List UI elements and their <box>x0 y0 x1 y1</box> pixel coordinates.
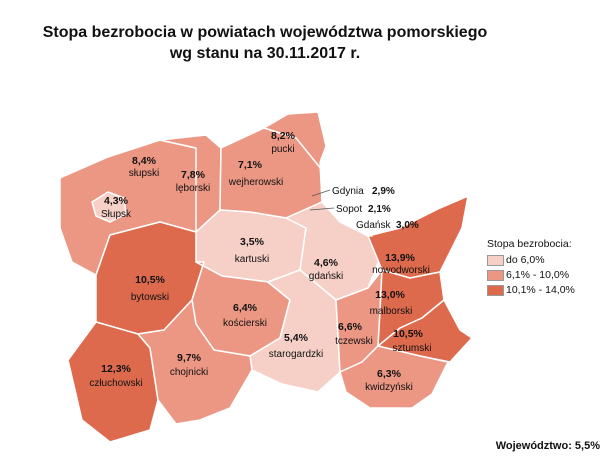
value-bytowski: 10,5% <box>135 274 165 286</box>
name-slupsk: Słupsk <box>101 209 132 220</box>
name-bytowski: bytowski <box>131 292 169 303</box>
legend-title: Stopa bezrobocia: <box>487 238 572 250</box>
name-chojnicki: chojnicki <box>170 367 208 378</box>
city-value-gdynia: 2,9% <box>372 186 395 197</box>
voivodeship-total: Województwo: 5,5% <box>495 440 600 452</box>
value-leborski: 7,8% <box>181 169 206 181</box>
legend-label-mid: 6,1% - 10,0% <box>506 269 570 281</box>
name-gdanski: gdański <box>309 271 343 282</box>
name-wejherowski: wejherowski <box>228 177 283 188</box>
city-value-gdansk: 3,0% <box>396 220 419 231</box>
legend-item-high: 10,1% - 14,0% <box>487 283 575 297</box>
map-title: Stopa bezrobocia w powiatach województwa… <box>0 22 530 64</box>
value-kartuski: 3,5% <box>240 236 265 248</box>
value-koscierski: 6,4% <box>233 302 258 314</box>
name-koscierski: kościerski <box>223 318 267 329</box>
value-czluchowski: 12,3% <box>101 363 131 375</box>
value-gdanski: 4,6% <box>314 257 339 269</box>
legend: Stopa bezrobocia: do 6,0% 6,1% - 10,0% 1… <box>487 237 575 298</box>
city-labels: Gdynia 2,9% Sopot 2,1% Gdańsk 3,0% <box>332 186 419 231</box>
city-value-sopot: 2,1% <box>368 204 391 215</box>
value-nowodworski: 13,9% <box>385 252 415 264</box>
legend-swatch-high <box>487 284 504 296</box>
value-kwidzynski: 6,3% <box>377 368 402 380</box>
name-kwidzynski: kwidzyński <box>365 382 413 393</box>
value-starogardzki: 5,4% <box>284 332 309 344</box>
name-czluchowski: człuchowski <box>89 378 142 389</box>
name-starogardzki: starogardzki <box>269 349 323 360</box>
legend-label-high: 10,1% - 14,0% <box>506 284 575 296</box>
city-name-sopot: Sopot <box>336 204 362 215</box>
region-gdansk[interactable] <box>339 207 373 237</box>
city-pointer-lines <box>309 189 335 211</box>
value-tczewski: 6,6% <box>338 321 363 333</box>
value-pucki: 8,2% <box>271 130 296 142</box>
legend-swatch-mid <box>487 269 504 281</box>
legend-label-low: do 6,0% <box>506 254 545 266</box>
name-malborski: malborski <box>370 306 413 317</box>
legend-item-mid: 6,1% - 10,0% <box>487 268 575 282</box>
region-gdynia[interactable] <box>319 144 339 203</box>
name-kartuski: kartuski <box>235 254 269 265</box>
value-wejherowski: 7,1% <box>238 159 263 171</box>
name-tczewski: tczewski <box>335 336 373 347</box>
region-labels: 8,2% pucki 8,4% słupski 7,8% lęborski 7,… <box>89 130 431 393</box>
city-name-gdansk: Gdańsk <box>356 220 391 231</box>
gdynia-pointer <box>311 189 331 197</box>
name-nowodworski: nowodworski <box>372 265 430 276</box>
region-chojnicki[interactable] <box>137 299 253 425</box>
region-slupsk[interactable] <box>91 191 127 223</box>
value-slupsk: 4,3% <box>104 195 129 207</box>
value-sztumski: 10,5% <box>393 328 423 340</box>
region-kwidzynski[interactable] <box>339 345 449 409</box>
city-name-gdynia: Gdynia <box>332 186 364 197</box>
value-malborski: 13,0% <box>375 289 405 301</box>
name-slupski: słupski <box>129 168 160 179</box>
name-sztumski: sztumski <box>393 343 432 354</box>
title-line-2: wg stanu na 30.11.2017 r. <box>169 45 361 62</box>
legend-item-low: do 6,0% <box>487 253 575 267</box>
name-pucki: pucki <box>271 144 294 155</box>
value-slupski: 8,4% <box>132 155 157 167</box>
legend-swatch-low <box>487 254 504 266</box>
value-chojnicki: 9,7% <box>177 352 202 364</box>
title-line-1: Stopa bezrobocia w powiatach województwa… <box>42 24 488 41</box>
sopot-pointer <box>309 207 335 211</box>
region-starogardzki[interactable] <box>249 269 341 393</box>
city-areas <box>319 144 373 237</box>
name-leborski: lęborski <box>176 183 210 194</box>
